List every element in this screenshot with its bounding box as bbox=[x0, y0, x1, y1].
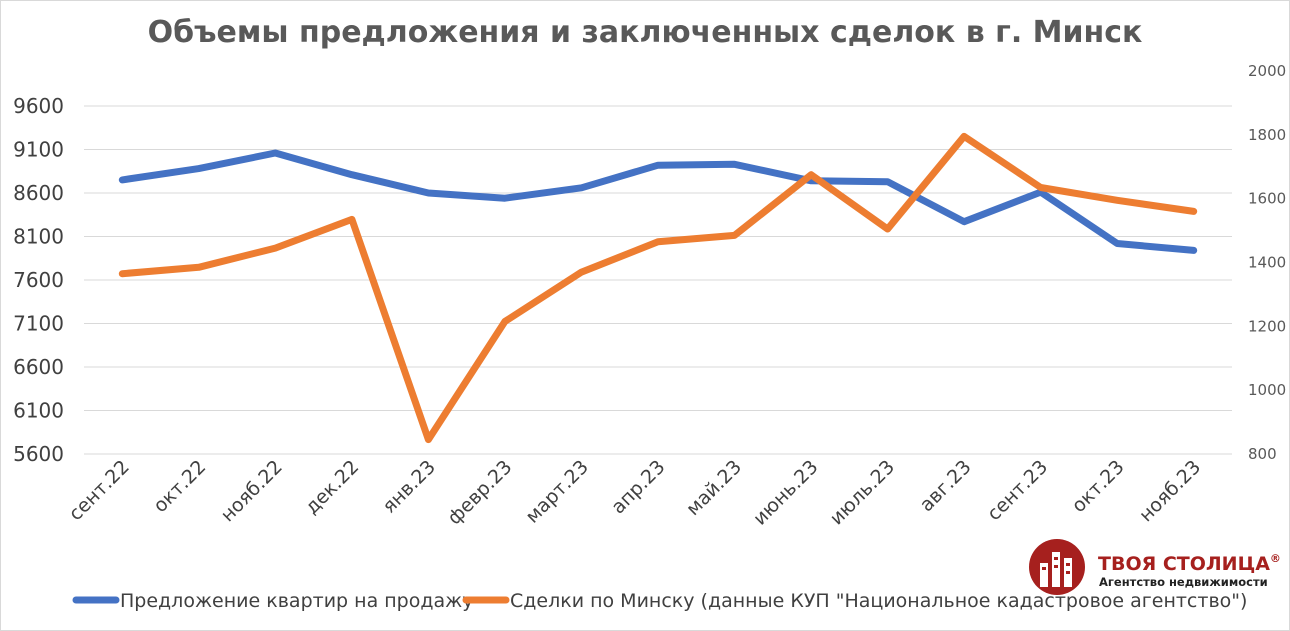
left-tick-label: 6600 bbox=[13, 355, 64, 379]
left-axis-ticks: 5600 6100 6600 7100 7600 8100 8600 9100 9600 bbox=[13, 94, 64, 466]
left-tick-label: 8100 bbox=[13, 225, 64, 249]
data-point bbox=[272, 149, 279, 156]
legend: Предложение квартир на продажу Сделки по… bbox=[72, 590, 1247, 612]
data-point bbox=[961, 218, 968, 225]
data-point bbox=[884, 225, 891, 232]
data-point bbox=[425, 436, 432, 443]
data-point bbox=[272, 245, 279, 252]
data-point bbox=[578, 184, 585, 191]
data-point bbox=[1190, 208, 1197, 215]
data-point bbox=[195, 165, 202, 172]
right-tick-label: 1600 bbox=[1248, 190, 1286, 208]
data-point bbox=[501, 195, 508, 202]
data-point bbox=[1114, 240, 1121, 247]
logo-tagline: Агентство недвижимости bbox=[1099, 575, 1268, 589]
left-tick-label: 5600 bbox=[13, 442, 64, 466]
data-point bbox=[501, 318, 508, 325]
legend-label-offer: Предложение квартир на продажу bbox=[120, 590, 474, 612]
left-tick-label: 6100 bbox=[13, 399, 64, 423]
data-point bbox=[1190, 247, 1197, 254]
gridlines bbox=[84, 105, 1232, 455]
data-point bbox=[655, 238, 661, 245]
right-tick-label: 1000 bbox=[1248, 381, 1286, 399]
data-point bbox=[655, 162, 661, 169]
left-tick-label: 9100 bbox=[13, 138, 64, 162]
legend-label-deals: Сделки по Минску (данные КУП "Национальн… bbox=[510, 590, 1247, 612]
right-tick-label: 2000 bbox=[1248, 62, 1286, 80]
right-tick-label: 1800 bbox=[1248, 126, 1286, 144]
data-point bbox=[731, 232, 738, 239]
data-point bbox=[195, 264, 202, 271]
data-point bbox=[348, 216, 355, 223]
data-point bbox=[578, 269, 585, 276]
data-point bbox=[348, 171, 355, 178]
data-point bbox=[1114, 197, 1121, 204]
data-point bbox=[808, 171, 815, 178]
left-tick-label: 7600 bbox=[13, 268, 64, 292]
series-lines bbox=[118, 132, 1198, 444]
right-tick-label: 1400 bbox=[1248, 254, 1286, 272]
left-tick-label: 7100 bbox=[13, 312, 64, 336]
building-logo-icon bbox=[1029, 539, 1085, 595]
right-tick-label: 800 bbox=[1248, 445, 1277, 463]
data-point bbox=[1037, 184, 1044, 191]
data-point bbox=[119, 176, 126, 183]
brand-logo: ТВОЯ СТОЛИЦА® Агентство недвижимости bbox=[1029, 539, 1281, 595]
left-tick-label: 8600 bbox=[13, 181, 64, 205]
data-point bbox=[961, 133, 968, 140]
right-tick-label: 1200 bbox=[1248, 317, 1286, 335]
logo-name: ТВОЯ СТОЛИЦА® bbox=[1098, 552, 1281, 575]
chart-title: Объемы предложения и заключенных сделок … bbox=[148, 15, 1143, 50]
data-point bbox=[425, 190, 432, 196]
data-point bbox=[119, 270, 126, 277]
right-axis-ticks: 800 1000 1200 1400 1600 1800 2000 bbox=[1248, 62, 1286, 463]
data-point bbox=[884, 178, 891, 185]
data-point bbox=[731, 161, 738, 168]
left-tick-label: 9600 bbox=[13, 94, 64, 118]
